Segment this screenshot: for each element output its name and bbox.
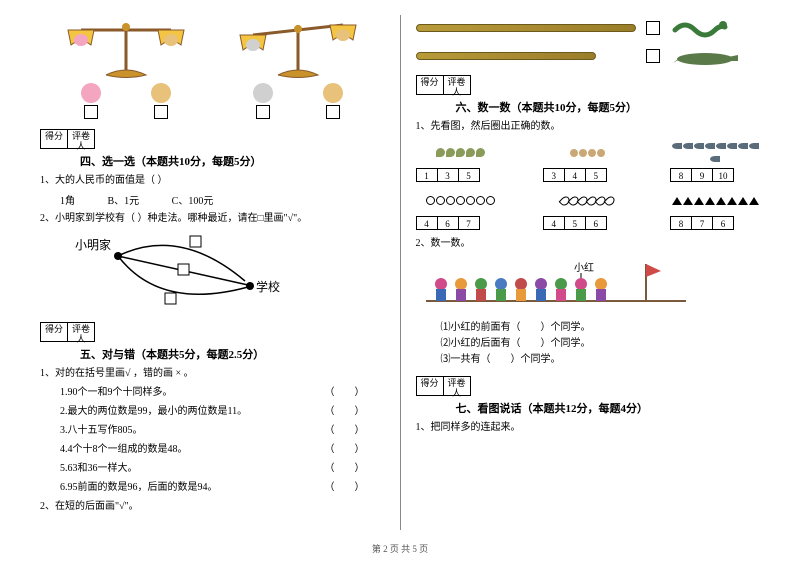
triangles-icon xyxy=(670,188,760,213)
opt-b: B、1元 xyxy=(108,196,140,207)
drops-icon xyxy=(543,188,633,213)
section6-q2: 2、数一数。 xyxy=(416,236,761,251)
balance-scales-figure xyxy=(40,15,385,119)
section4-title: 四、选一选（本题共10分，每题5分） xyxy=(80,153,385,169)
ruler-short xyxy=(416,52,596,60)
ruler-long xyxy=(416,24,636,32)
section4-score: 得分 评卷人 xyxy=(40,129,385,149)
section5-title: 五、对与错（本题共5分，每题2.5分） xyxy=(80,346,385,362)
snake-icon xyxy=(670,15,730,40)
section5-q2: 2、在短的后面画"√"。 xyxy=(40,499,385,514)
balance1-choice-left[interactable] xyxy=(84,105,98,119)
fish-icon xyxy=(670,140,760,165)
section4-q1-options: 1角 B、1元 C、100元 xyxy=(60,192,385,207)
flowers-icon xyxy=(416,140,506,165)
flag-icon xyxy=(646,264,661,277)
section6-sub2: ⑵小红的后面有（ ）个同学。 xyxy=(441,336,761,352)
monkey-icon-2 xyxy=(323,83,343,103)
column-divider xyxy=(400,15,401,530)
butterflies-icon xyxy=(543,140,633,165)
balance2-choice-right[interactable] xyxy=(326,105,340,119)
queue-figure: 小红 xyxy=(416,259,761,312)
ruler-long-check[interactable] xyxy=(646,21,660,35)
opt-a: 1角 xyxy=(60,196,75,207)
balance2-choice-left[interactable] xyxy=(256,105,270,119)
pig-icon xyxy=(81,83,101,103)
section7-score: 得分 评卷人 xyxy=(416,376,761,396)
score-label: 得分 xyxy=(40,129,68,149)
ruler-short-check[interactable] xyxy=(646,49,660,63)
grader-label: 评卷人 xyxy=(67,129,95,149)
count-row-1: 135 345 8910 xyxy=(416,140,761,182)
xiaohong-label: 小红 xyxy=(574,261,594,274)
path-diagram: 小明家 学校 xyxy=(70,231,385,314)
rabbit-icon xyxy=(253,83,273,103)
balance-right xyxy=(228,15,368,119)
section5-q1: 1、对的在括号里画√ ，错的画 × 。 xyxy=(40,366,385,381)
section4-q1: 1、大的人民币的面值是（ ） xyxy=(40,173,385,188)
balance1-choice-right[interactable] xyxy=(154,105,168,119)
circles-icon xyxy=(416,188,506,213)
section6-sub3: ⑶一共有（ ）个同学。 xyxy=(441,352,761,368)
section6-score: 得分 评卷人 xyxy=(416,75,761,95)
section4-q2: 2、小明家到学校有（ ）种走法。哪种最近，请在□里画"√"。 xyxy=(40,211,385,226)
page-footer: 第 2 页 共 5 页 xyxy=(0,542,800,555)
section7-q1: 1、把同样多的连起来。 xyxy=(416,420,761,435)
section5-score: 得分 评卷人 xyxy=(40,322,385,342)
school-label: 学校 xyxy=(256,279,280,294)
section6-title: 六、数一数（本题共10分，每题5分） xyxy=(456,99,761,115)
children-icons xyxy=(435,278,607,301)
crocodile-icon xyxy=(670,45,740,67)
section6-q1: 1、先看图，然后圈出正确的数。 xyxy=(416,119,761,134)
section5-items: 1.90个一和9个十同样多。（ ） 2.最大的两位数是99，最小的两位数是11。… xyxy=(60,385,385,495)
balance-left xyxy=(56,15,196,119)
home-label: 小明家 xyxy=(75,237,111,252)
section7-title: 七、看图说话（本题共12分，每题4分） xyxy=(456,400,761,416)
opt-c: C、100元 xyxy=(172,196,214,207)
monkey-icon xyxy=(151,83,171,103)
section6-sub1: ⑴小红的前面有（ ）个同学。 xyxy=(441,320,761,336)
count-row-2: 467 456 876 xyxy=(416,188,761,230)
ruler-compare xyxy=(416,15,761,67)
